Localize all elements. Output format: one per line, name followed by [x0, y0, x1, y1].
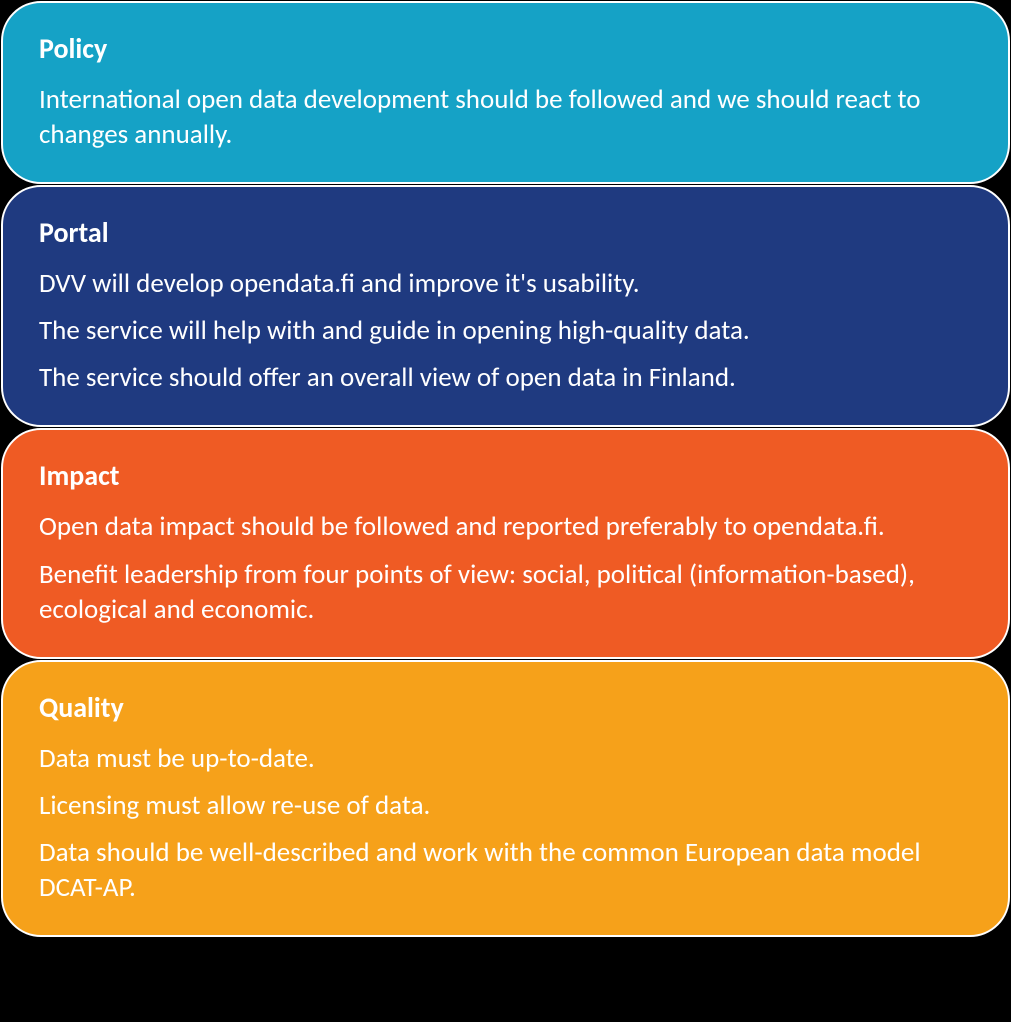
- policy-title: Policy: [39, 31, 972, 66]
- portal-card: Portal DVV will develop opendata.fi and …: [1, 185, 1010, 427]
- portal-body: DVV will develop opendata.fi and improve…: [39, 266, 972, 395]
- quality-body-line: Licensing must allow re-use of data.: [39, 788, 972, 823]
- quality-body-line: Data should be well-described and work w…: [39, 835, 972, 905]
- policy-body-line: International open data development shou…: [39, 82, 972, 152]
- impact-title: Impact: [39, 458, 972, 493]
- impact-body: Open data impact should be followed and …: [39, 509, 972, 626]
- impact-body-line: Open data impact should be followed and …: [39, 509, 972, 544]
- impact-card: Impact Open data impact should be follow…: [1, 428, 1010, 658]
- portal-title: Portal: [39, 215, 972, 250]
- quality-title: Quality: [39, 690, 972, 725]
- policy-body: International open data development shou…: [39, 82, 972, 152]
- portal-body-line: DVV will develop opendata.fi and improve…: [39, 266, 972, 301]
- impact-body-line: Benefit leadership from four points of v…: [39, 557, 972, 627]
- quality-card: Quality Data must be up-to-date. Licensi…: [1, 660, 1010, 937]
- quality-body-line: Data must be up-to-date.: [39, 741, 972, 776]
- portal-body-line: The service will help with and guide in …: [39, 313, 972, 348]
- policy-card: Policy International open data developme…: [1, 1, 1010, 184]
- portal-body-line: The service should offer an overall view…: [39, 360, 972, 395]
- quality-body: Data must be up-to-date. Licensing must …: [39, 741, 972, 905]
